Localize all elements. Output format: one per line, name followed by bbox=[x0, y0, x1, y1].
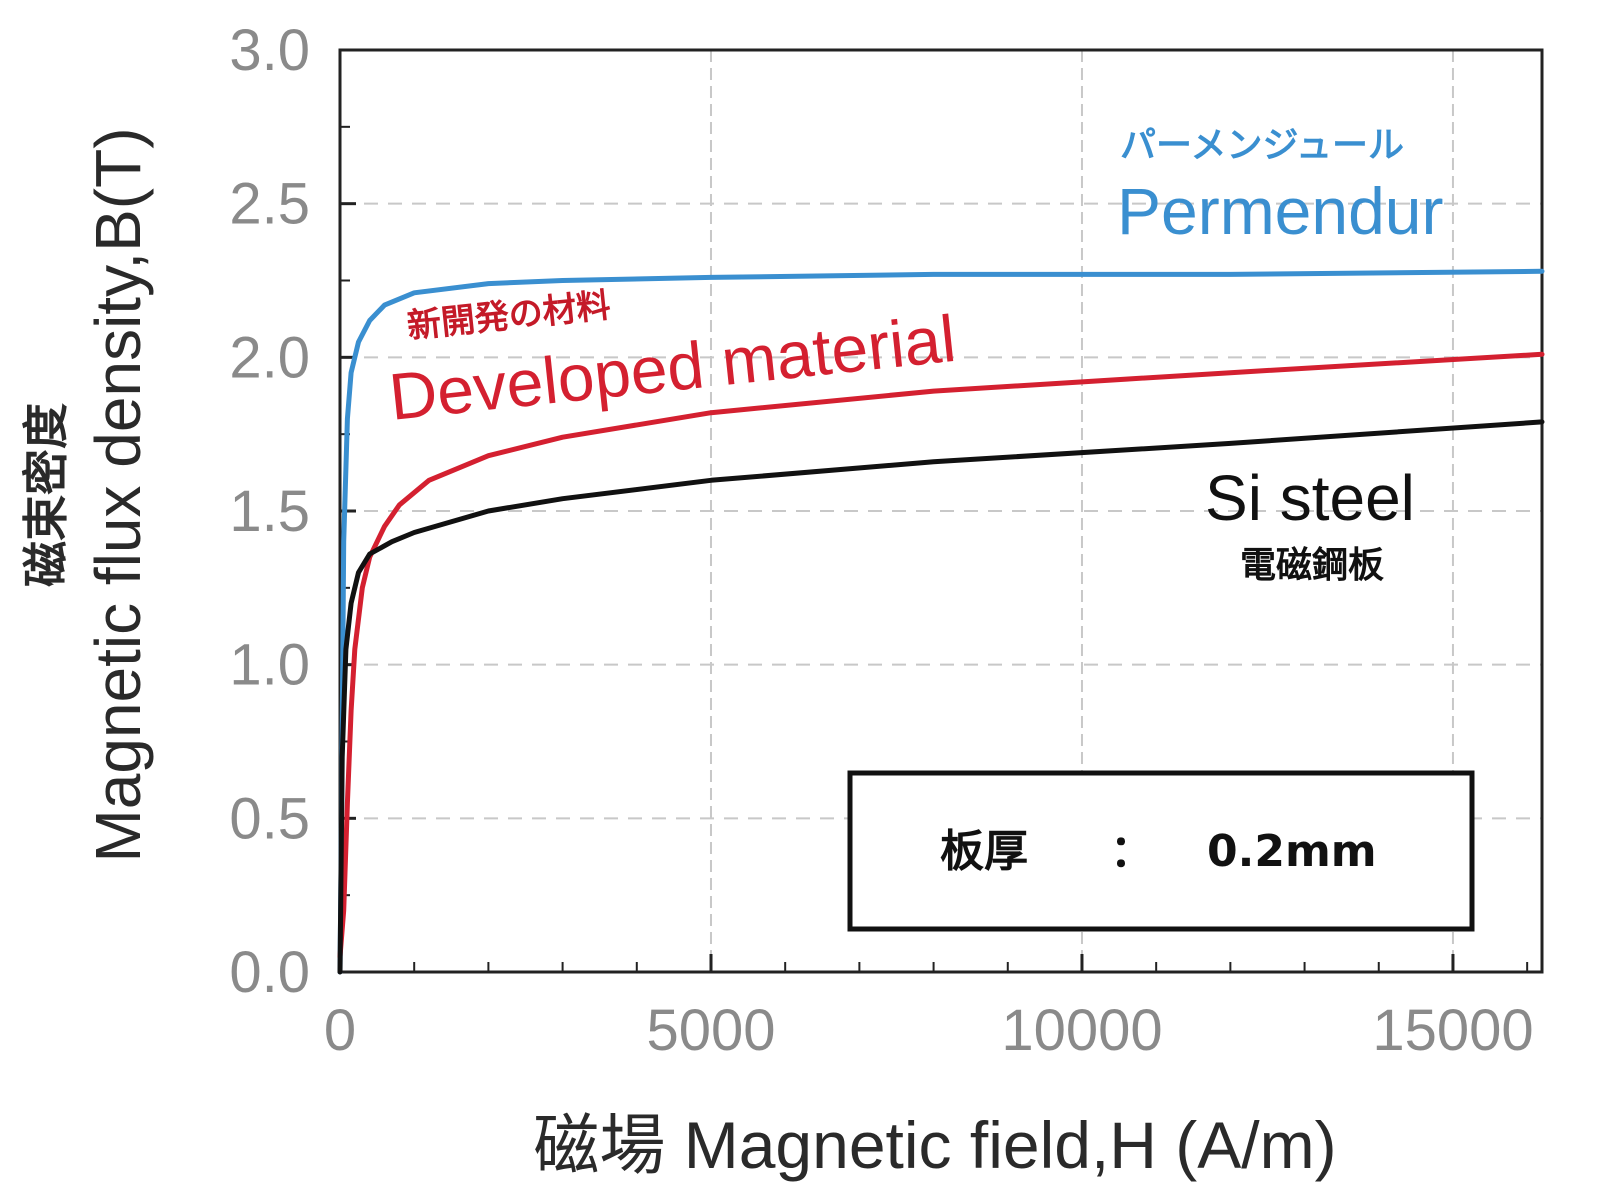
y-axis-labels: 0.0 0.5 1.0 1.5 2.0 2.5 3.0 bbox=[229, 18, 310, 1005]
series-lines bbox=[337, 268, 1545, 975]
y-tick-label: 1.0 bbox=[229, 633, 310, 698]
y-tick-label: 0.0 bbox=[229, 940, 310, 1005]
y-tick-label: 1.5 bbox=[229, 479, 310, 544]
x-axis-title: 磁場 Magnetic field,H (A/m) bbox=[533, 1108, 1336, 1182]
si-steel-label-jp: 電磁鋼板 bbox=[1240, 545, 1384, 586]
y-axis-title-jp-group: 磁束密度 bbox=[19, 403, 73, 587]
grid-lines bbox=[340, 50, 1542, 972]
y-axis-title-group: Magnetic flux density,B(T) bbox=[82, 127, 154, 862]
x-tick-label: 10000 bbox=[1001, 998, 1162, 1063]
si-steel-label: Si steel bbox=[1205, 462, 1415, 534]
y-tick-label: 2.0 bbox=[229, 325, 310, 390]
x-axis-labels: 0 5000 10000 15000 bbox=[324, 998, 1534, 1063]
y-tick-label: 0.5 bbox=[229, 786, 310, 851]
series-line-permendur bbox=[337, 268, 1545, 975]
y-tick-label: 3.0 bbox=[229, 18, 310, 83]
thickness-note-box bbox=[847, 770, 1475, 932]
permendur-label-jp: パーメンジュール bbox=[1120, 125, 1404, 166]
thickness-note: 板厚 ： 0.2mm bbox=[847, 770, 1475, 932]
developed-label-jp: 新開発の材料 bbox=[405, 286, 612, 347]
thickness-note-label: 板厚 bbox=[940, 826, 1028, 877]
y-axis-title: Magnetic flux density,B(T) bbox=[82, 127, 154, 862]
permendur-label: Permendur bbox=[1117, 174, 1444, 248]
series-line-developed-material bbox=[337, 351, 1545, 960]
thickness-note-value: 0.2mm bbox=[1207, 826, 1377, 877]
x-tick-label: 0 bbox=[324, 998, 356, 1063]
y-tick-label: 2.5 bbox=[229, 172, 310, 237]
series-line-si-steel bbox=[337, 419, 1545, 975]
x-tick-label: 5000 bbox=[646, 998, 775, 1063]
thickness-note-separator: ： bbox=[1110, 826, 1154, 877]
x-tick-label: 15000 bbox=[1372, 998, 1533, 1063]
y-axis-title-jp: 磁束密度 bbox=[19, 403, 73, 587]
